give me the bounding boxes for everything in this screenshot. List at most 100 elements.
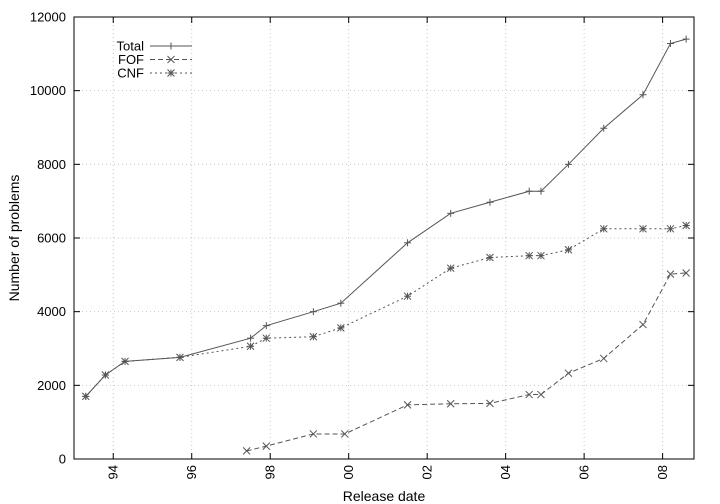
- series-cnf: [81, 221, 691, 401]
- data-point-fof: [309, 430, 318, 438]
- x-tick-label: 96: [184, 465, 199, 479]
- y-tick-label: 2000: [37, 378, 66, 393]
- data-point-cnf: [336, 324, 345, 332]
- data-point-cnf-d2: [682, 221, 691, 230]
- data-point-fof: [682, 269, 691, 277]
- axes: 0 2000 4000 6000 8000 10000 12000 94 96 98 00 02 04 0…: [30, 10, 695, 479]
- data-point-fof: [486, 399, 494, 408]
- x-tick-label: 06: [577, 465, 592, 479]
- data-point-total: [600, 124, 608, 132]
- data-point-fof-d2: [682, 269, 691, 277]
- data-point-total: [682, 35, 690, 43]
- data-point-fof-d2: [403, 401, 412, 409]
- data-point-cnf: [101, 371, 110, 379]
- data-point-cnf-d2: [639, 224, 647, 233]
- data-point-cnf-d2: [262, 334, 271, 343]
- data-point-fof-d2: [564, 369, 573, 378]
- legend-marker-fof-d2: [167, 55, 175, 64]
- data-point-fof: [262, 442, 271, 450]
- data-point-fof-d2: [486, 399, 494, 408]
- x-tick-label: 02: [420, 465, 435, 479]
- data-point-fof: [599, 354, 608, 363]
- y-tick-label: 12000: [30, 10, 66, 25]
- legend-marker-cnf: [167, 69, 175, 77]
- data-point-total: [447, 209, 455, 217]
- x-tick-label: 00: [341, 465, 356, 479]
- data-point-total: [486, 198, 494, 206]
- data-point-fof-d2: [262, 442, 271, 450]
- data-point-cnf-d2: [309, 332, 318, 341]
- data-point-fof: [242, 447, 251, 455]
- legend-label-total: Total: [117, 39, 145, 54]
- data-point-fof: [639, 320, 647, 329]
- data-point-cnf: [176, 353, 184, 362]
- y-tick-label: 4000: [37, 304, 66, 319]
- data-point-cnf-d2: [246, 342, 255, 351]
- data-point-fof-d2: [666, 270, 675, 278]
- series-line-cnf: [85, 224, 687, 397]
- data-point-cnf-d2: [537, 251, 545, 260]
- x-tick-label: 94: [106, 465, 121, 479]
- data-point-total: [639, 91, 647, 99]
- data-point-total: [564, 160, 572, 168]
- data-point-cnf: [262, 334, 271, 343]
- data-point-cnf: [564, 245, 573, 254]
- data-point-total: [262, 322, 270, 330]
- data-point-fof: [525, 390, 534, 399]
- data-point-total: [404, 239, 412, 247]
- series-group: [81, 35, 691, 455]
- x-tick-label: 04: [498, 465, 513, 479]
- legend-label-cnf: CNF: [117, 66, 144, 81]
- data-point-cnf-d2: [403, 292, 412, 301]
- y-tick-label: 8000: [37, 157, 66, 172]
- data-point-cnf-d2: [599, 224, 608, 233]
- data-point-cnf: [309, 332, 318, 341]
- data-point-cnf: [121, 357, 129, 366]
- data-point-fof: [403, 401, 412, 409]
- legend-label-fof: FOF: [118, 52, 144, 67]
- data-point-fof: [537, 390, 545, 399]
- legend-marker-total: [167, 42, 175, 50]
- data-point-fof-d2: [599, 354, 608, 363]
- y-tick-label: 0: [59, 452, 66, 467]
- data-point-cnf: [682, 221, 691, 230]
- data-point-cnf-d2: [101, 371, 110, 379]
- data-point-cnf-d2: [336, 324, 345, 332]
- data-point-total: [537, 187, 545, 195]
- data-point-cnf: [537, 251, 545, 260]
- y-tick-label: 10000: [30, 83, 66, 98]
- data-point-cnf: [525, 251, 534, 260]
- data-point-cnf: [666, 224, 675, 233]
- y-tick-label: 6000: [37, 231, 66, 246]
- data-point-cnf: [599, 224, 608, 233]
- data-point-cnf-d2: [81, 392, 90, 401]
- data-point-cnf: [639, 224, 647, 233]
- data-point-cnf-d2: [525, 251, 534, 260]
- data-point-cnf-d2: [121, 357, 129, 366]
- data-point-fof-d2: [639, 320, 647, 329]
- legend-marker-fof: [167, 55, 175, 64]
- data-point-cnf-d2: [564, 245, 573, 254]
- x-axis-title: Release date: [343, 488, 426, 504]
- data-point-fof: [666, 270, 675, 278]
- data-point-cnf: [446, 264, 455, 273]
- data-point-fof: [340, 430, 349, 438]
- data-point-cnf: [403, 292, 412, 301]
- series-line-fof: [246, 272, 687, 452]
- data-point-total: [309, 308, 317, 316]
- data-point-cnf-d2: [486, 253, 494, 262]
- x-tick-label: 98: [263, 465, 278, 479]
- data-point-fof-d2: [446, 399, 455, 408]
- data-point-cnf: [246, 342, 255, 351]
- data-point-fof-d2: [340, 430, 349, 438]
- data-point-cnf-d2: [176, 353, 184, 362]
- data-point-total: [525, 187, 533, 195]
- x-tick-label: 08: [655, 465, 670, 479]
- data-point-cnf: [486, 253, 494, 262]
- y-axis-title: Number of problems: [6, 175, 22, 302]
- data-point-fof: [446, 399, 455, 408]
